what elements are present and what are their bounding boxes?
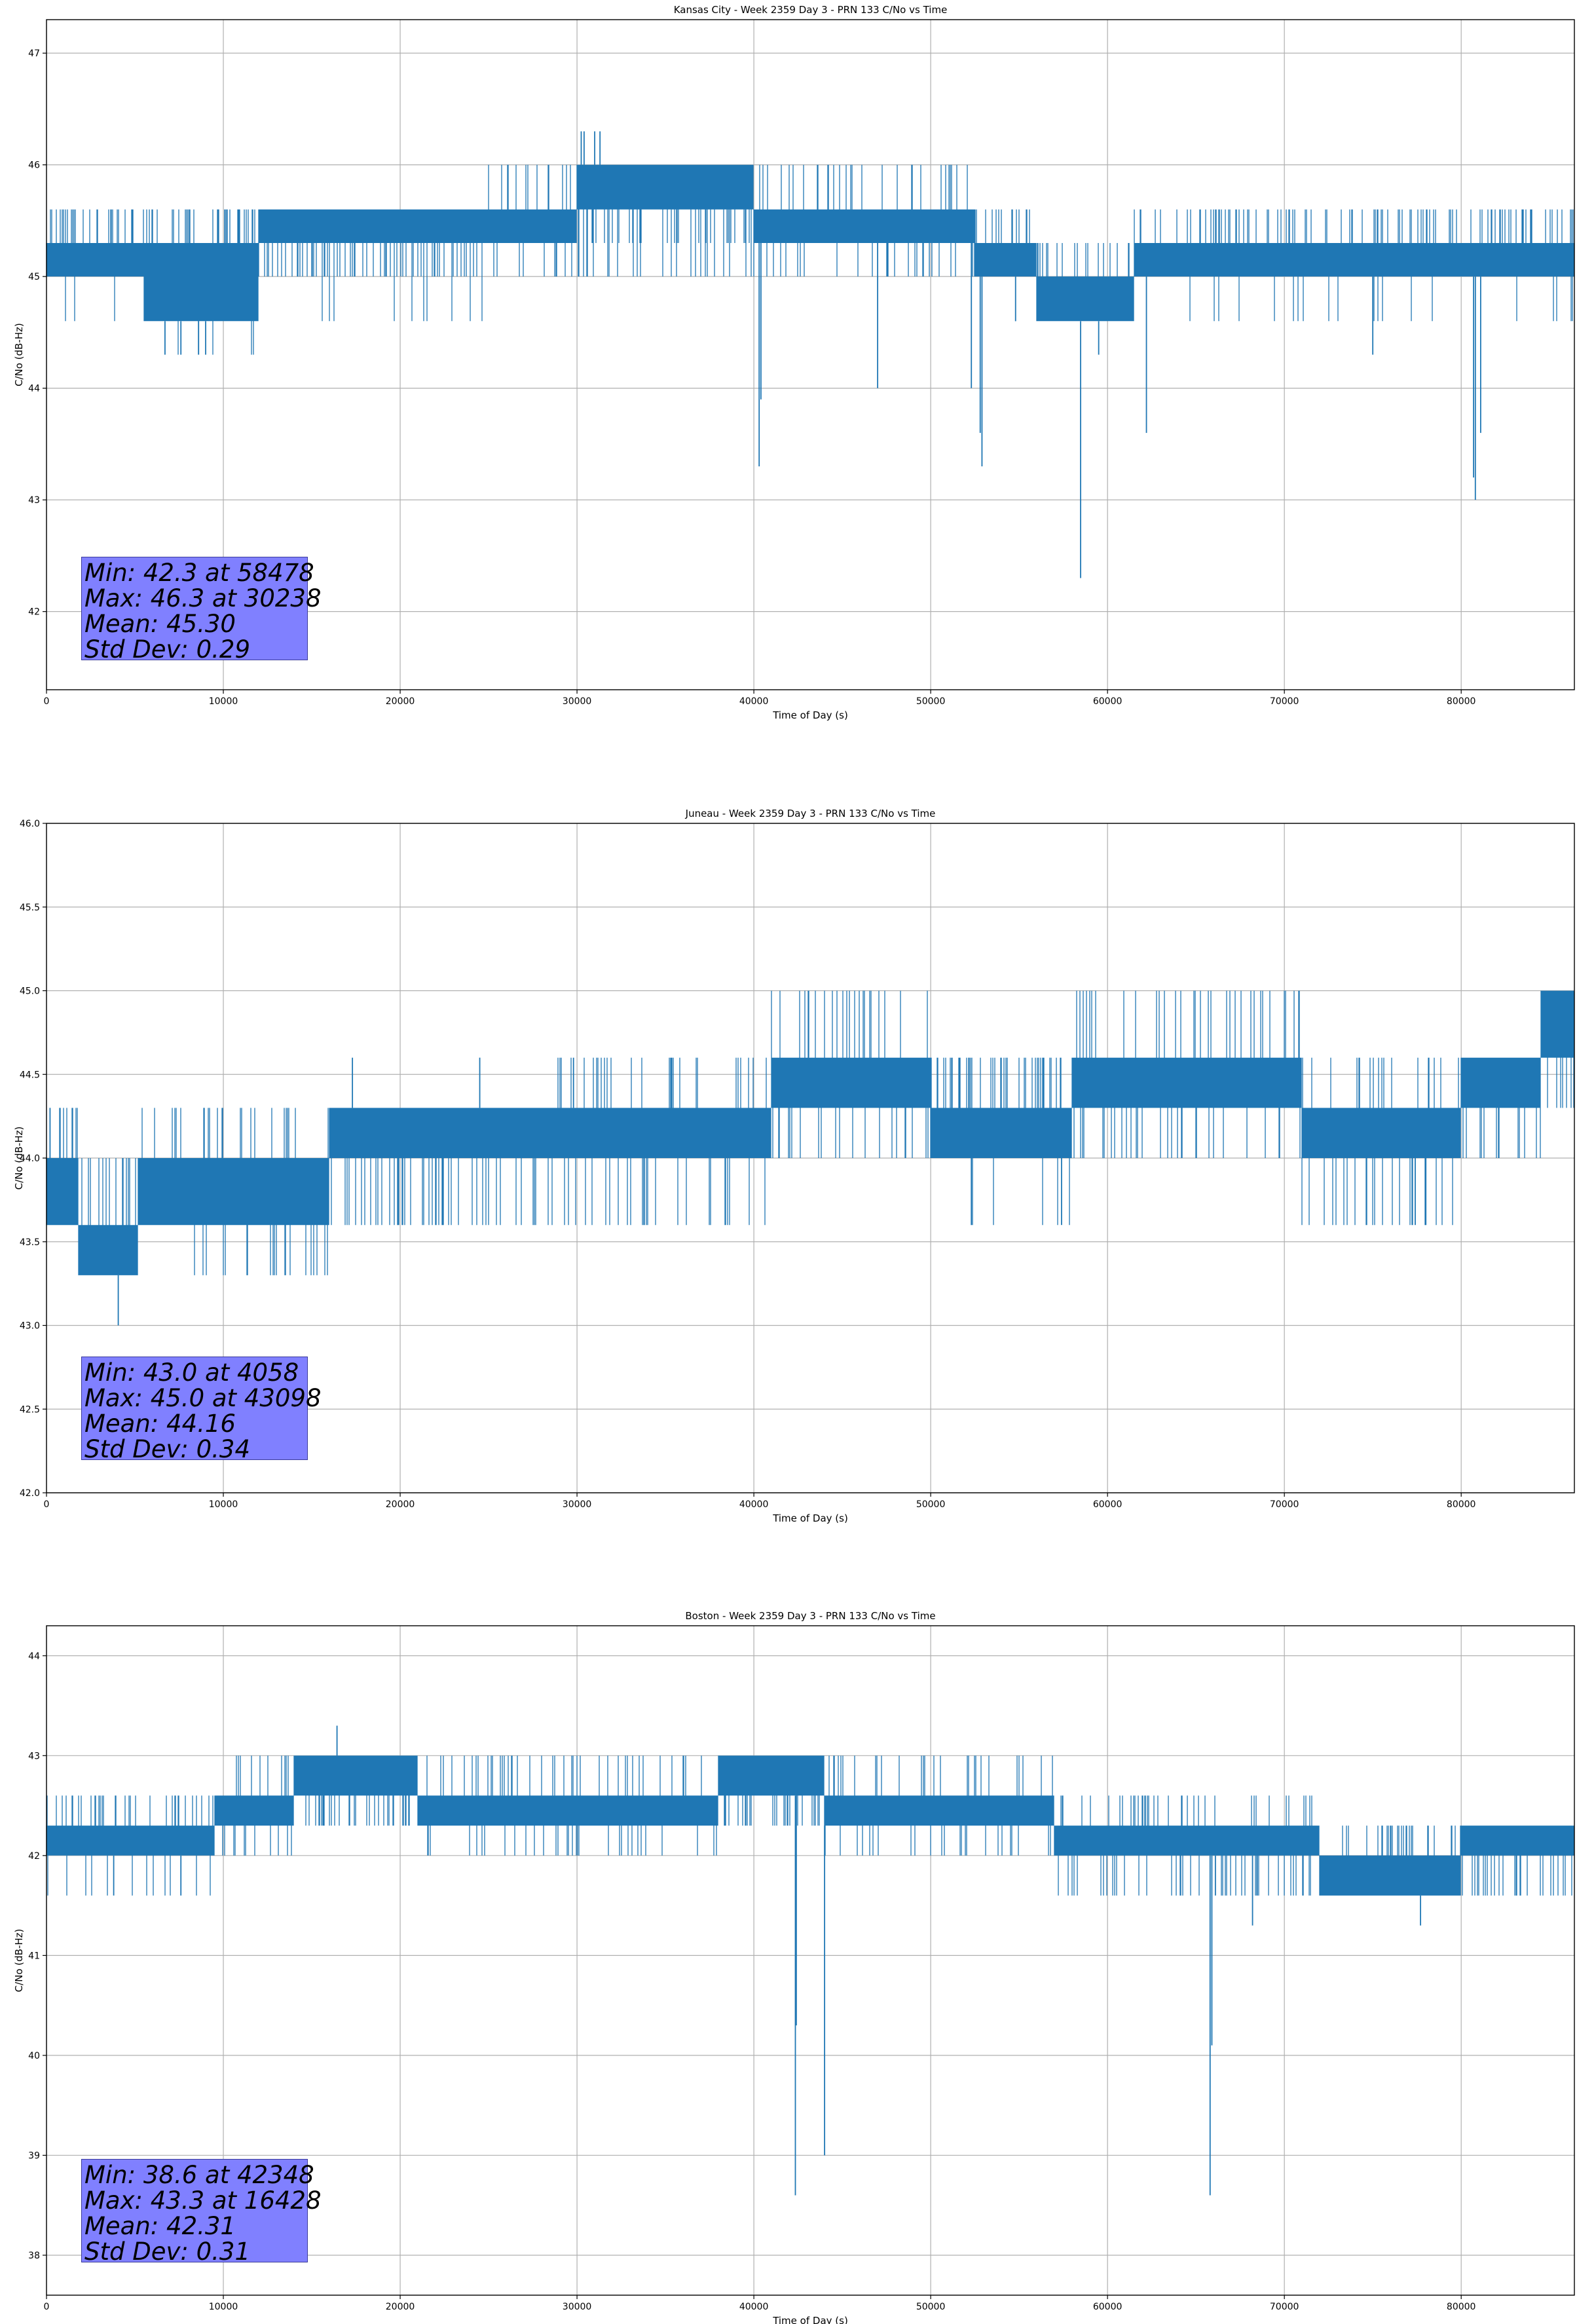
boston-x-tick-label: 20000 (386, 2302, 415, 2312)
juneau-x-tick-label: 0 (44, 1499, 50, 1510)
kansas-city-x-tick-label: 40000 (739, 696, 769, 707)
kansas-city-x-tick-label: 80000 (1447, 696, 1476, 707)
kansas-city-chart-title: Kansas City - Week 2359 Day 3 - PRN 133 … (674, 4, 948, 16)
kansas-city-stat-min: Min: 42.3 at 58478 (84, 559, 314, 587)
juneau-stat-std: Std Dev: 0.34 (84, 1435, 251, 1463)
boston-stat-max: Max: 43.3 at 16428 (84, 2186, 322, 2215)
boston-x-tick-label: 40000 (739, 2302, 769, 2312)
juneau-y-tick-label: 43.5 (20, 1237, 40, 1248)
juneau-x-tick-label: 70000 (1270, 1499, 1299, 1510)
juneau-y-axis-label: C/No (dB-Hz) (13, 1127, 25, 1190)
boston-x-axis-label: Time of Day (s) (772, 2315, 848, 2324)
juneau-x-tick-label: 10000 (209, 1499, 238, 1510)
boston-stat-mean: Mean: 42.31 (84, 2212, 236, 2240)
boston-y-axis-label: C/No (dB-Hz) (13, 1929, 25, 1993)
boston-x-tick-label: 60000 (1093, 2302, 1122, 2312)
juneau-stat-min: Min: 43.0 at 4058 (84, 1359, 299, 1387)
boston-x-tick-label: 0 (44, 2302, 50, 2312)
juneau-stats-box: Min: 43.0 at 4058 Max: 45.0 at 43098 Mea… (81, 1357, 322, 1463)
kansas-city-stats-box: Min: 42.3 at 58478 Max: 46.3 at 30238 Me… (81, 557, 322, 664)
kansas-city-stat-mean: Mean: 45.30 (84, 610, 236, 638)
boston-y-tick-label: 38 (28, 2251, 40, 2261)
juneau-y-tick-label: 44.5 (20, 1070, 40, 1080)
boston-y-tick-label: 43 (28, 1751, 40, 1761)
kansas-city-ticks: 0 10000 20000 30000 40000 50000 60000 70000 8000… (28, 48, 1475, 707)
juneau-x-tick-label: 50000 (916, 1499, 946, 1510)
boston-y-tick-label: 40 (28, 2051, 40, 2061)
boston-y-tick-label: 42 (28, 1851, 40, 1862)
boston-stat-min: Min: 38.6 at 42348 (84, 2161, 314, 2189)
boston-x-tick-label: 80000 (1447, 2302, 1476, 2312)
kansas-city-x-tick-label: 10000 (209, 696, 238, 707)
kansas-city-stat-std: Std Dev: 0.29 (84, 635, 251, 664)
boston-y-tick-label: 41 (28, 1951, 40, 1961)
kansas-city-y-tick-label: 44 (28, 384, 40, 394)
juneau-x-axis-label: Time of Day (s) (772, 1512, 848, 1524)
kansas-city-y-tick-label: 43 (28, 495, 40, 506)
kansas-city-y-tick-label: 45 (28, 272, 40, 282)
kansas-city-x-tick-label: 0 (44, 696, 50, 707)
juneau-y-tick-label: 45.0 (20, 986, 40, 997)
kansas-city-x-tick-label: 30000 (563, 696, 592, 707)
boston-cno-series (46, 1725, 1574, 2196)
boston-axes-frame (46, 1625, 1575, 2296)
kansas-city-x-tick-label: 70000 (1270, 696, 1299, 707)
boston-chart: 0 10000 20000 30000 40000 50000 60000 70000 8000… (13, 1610, 1575, 2324)
boston-ticks: 0 10000 20000 30000 40000 50000 60000 70000 8000… (28, 1651, 1475, 2312)
juneau-ticks: 0 10000 20000 30000 40000 50000 60000 70000 8000… (20, 819, 1476, 1510)
boston-chart-title: Boston - Week 2359 Day 3 - PRN 133 C/No … (685, 1610, 935, 1622)
boston-x-tick-label: 70000 (1270, 2302, 1299, 2312)
juneau-stat-mean: Mean: 44.16 (84, 1410, 236, 1438)
kansas-city-x-tick-label: 60000 (1093, 696, 1122, 707)
juneau-y-tick-label: 42.5 (20, 1404, 40, 1415)
juneau-chart-title: Juneau - Week 2359 Day 3 - PRN 133 C/No … (685, 808, 936, 819)
kansas-city-x-axis-label: Time of Day (s) (772, 709, 848, 721)
boston-x-tick-label: 30000 (563, 2302, 592, 2312)
kansas-city-x-tick-label: 50000 (916, 696, 946, 707)
juneau-x-tick-label: 40000 (739, 1499, 769, 1510)
boston-x-tick-label: 10000 (209, 2302, 238, 2312)
juneau-x-tick-label: 20000 (386, 1499, 415, 1510)
kansas-city-chart: 0 10000 20000 30000 40000 50000 60000 70000 8000… (13, 4, 1575, 721)
juneau-y-tick-label: 45.5 (20, 903, 40, 913)
juneau-x-tick-label: 80000 (1447, 1499, 1476, 1510)
kansas-city-axes-frame (46, 19, 1575, 690)
boston-stat-std: Std Dev: 0.31 (84, 2238, 251, 2266)
juneau-stat-max: Max: 45.0 at 43098 (84, 1384, 322, 1412)
kansas-city-y-tick-label: 42 (28, 607, 40, 618)
juneau-y-tick-label: 43.0 (20, 1321, 40, 1332)
kansas-city-y-axis-label: C/No (dB-Hz) (13, 323, 25, 386)
boston-stats-box: Min: 38.6 at 42348 Max: 43.3 at 16428 Me… (81, 2159, 322, 2266)
boston-y-tick-label: 39 (28, 2150, 40, 2161)
kansas-city-y-tick-label: 46 (28, 160, 40, 171)
juneau-y-tick-label: 46.0 (20, 819, 40, 829)
boston-x-tick-label: 50000 (916, 2302, 946, 2312)
juneau-chart: 0 10000 20000 30000 40000 50000 60000 70000 8000… (13, 808, 1575, 1524)
juneau-y-tick-label: 42.0 (20, 1488, 40, 1499)
boston-y-tick-label: 44 (28, 1651, 40, 1662)
kansas-city-y-tick-label: 47 (28, 48, 40, 59)
juneau-x-tick-label: 60000 (1093, 1499, 1122, 1510)
kansas-city-stat-max: Max: 46.3 at 30238 (84, 584, 322, 612)
kansas-city-gridlines (46, 20, 1574, 690)
kansas-city-x-tick-label: 20000 (386, 696, 415, 707)
juneau-y-tick-label: 44.0 (20, 1153, 40, 1164)
juneau-x-tick-label: 30000 (563, 1499, 592, 1510)
